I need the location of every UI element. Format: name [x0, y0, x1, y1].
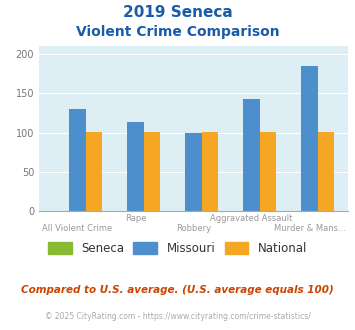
Text: Violent Crime Comparison: Violent Crime Comparison [76, 25, 279, 39]
Bar [260, 132, 276, 211]
Text: © 2025 CityRating.com - https://www.cityrating.com/crime-statistics/: © 2025 CityRating.com - https://www.city… [45, 312, 310, 321]
Bar [69, 109, 86, 211]
Text: Compared to U.S. average. (U.S. average equals 100): Compared to U.S. average. (U.S. average … [21, 285, 334, 295]
Bar [301, 66, 318, 211]
Bar [86, 132, 102, 211]
Bar [244, 99, 260, 211]
Legend: Seneca, Missouri, National: Seneca, Missouri, National [43, 237, 312, 260]
Bar [185, 133, 202, 211]
Bar [127, 122, 143, 211]
Text: 2019 Seneca: 2019 Seneca [122, 5, 233, 20]
Bar [202, 132, 218, 211]
Bar [143, 132, 160, 211]
Bar [318, 132, 334, 211]
